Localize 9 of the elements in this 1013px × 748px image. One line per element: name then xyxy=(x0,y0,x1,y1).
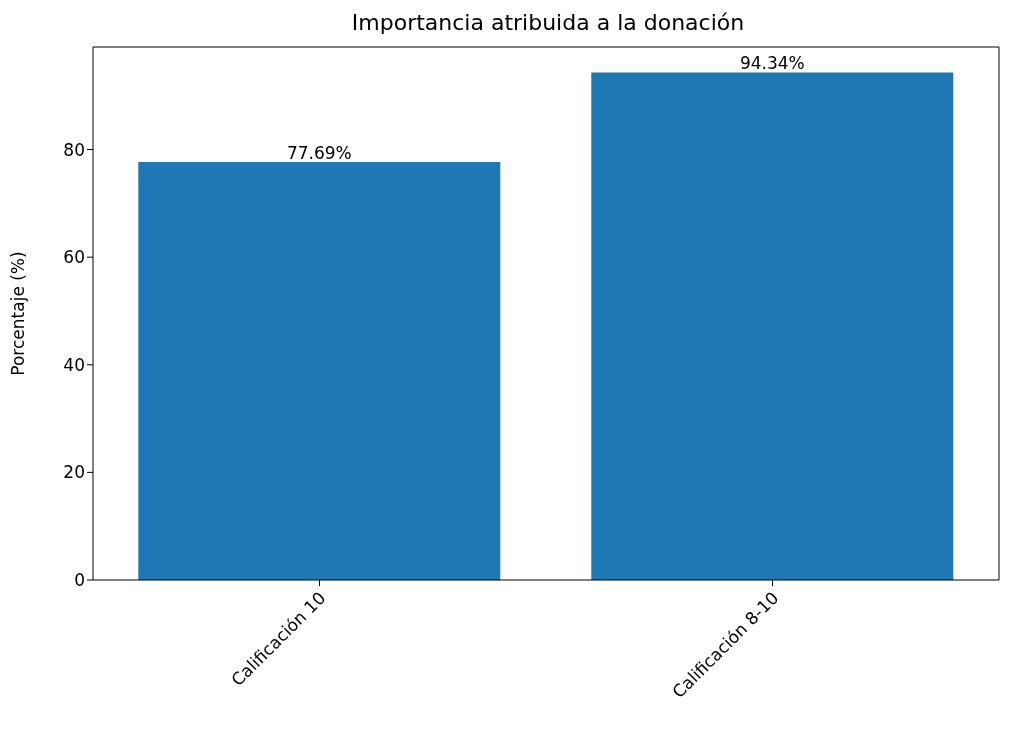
chart-title: Importancia atribuida a la donación xyxy=(350,9,746,37)
y-tick-label: 0 xyxy=(74,570,85,591)
data-label: 94.34% xyxy=(739,53,805,74)
y-tick-label: 20 xyxy=(63,462,85,483)
y-tick-label: 80 xyxy=(63,139,85,160)
y-tick-label: 60 xyxy=(63,247,85,268)
data-label: 77.69% xyxy=(286,142,352,163)
y-tick-label: 40 xyxy=(63,354,85,375)
y-axis-title: Porcentaje (%) xyxy=(8,251,29,376)
